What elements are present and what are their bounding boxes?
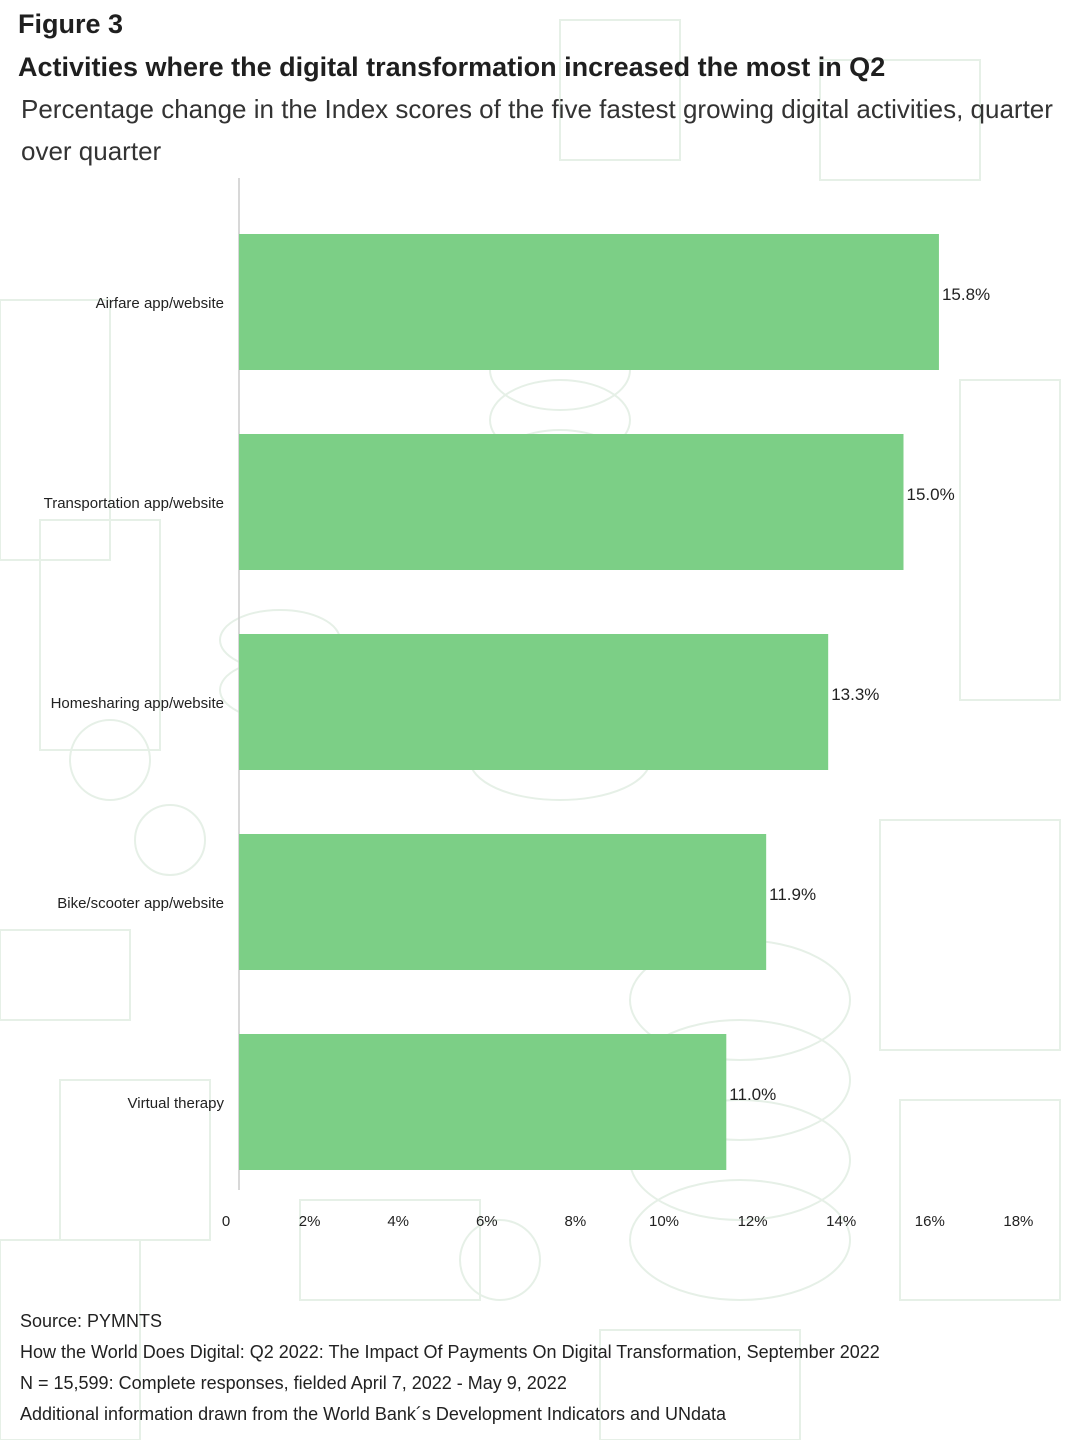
x-tick-label: 14% [826,1213,856,1230]
data-label: 11.0% [729,1085,776,1104]
bar [239,634,829,770]
bar [239,834,767,970]
x-tick-label: 18% [1003,1213,1033,1230]
bar [239,434,904,570]
x-tick-label: 10% [649,1213,679,1230]
x-tick-label: 8% [565,1213,587,1230]
footer-sample: N = 15,599: Complete responses, fielded … [20,1373,567,1393]
x-tick-label: 0 [222,1213,230,1230]
chart-subtitle: Percentage change in the Index scores of… [21,94,1053,166]
category-label: Homesharing app/website [51,695,224,712]
chart-header: Figure 3 Activities where the digital tr… [18,6,1058,172]
bar [239,1034,727,1170]
category-label: Transportation app/website [44,495,224,512]
footer-report: How the World Does Digital: Q2 2022: The… [20,1342,880,1362]
chart-title: Activities where the digital transformat… [18,52,886,82]
x-tick-label: 16% [915,1213,945,1230]
x-tick-label: 2% [299,1213,321,1230]
chart-footer: Source: PYMNTS How the World Does Digita… [20,1306,1050,1430]
data-label: 15.8% [942,285,990,304]
data-label: 15.0% [907,485,955,504]
x-tick-label: 4% [387,1213,409,1230]
x-tick-label: 6% [476,1213,498,1230]
category-label: Airfare app/website [96,295,224,312]
footer-additional: Additional information drawn from the Wo… [20,1404,727,1424]
data-label: 13.3% [831,685,879,704]
figure-label: Figure 3 [18,9,124,39]
category-label: Bike/scooter app/website [57,895,224,912]
data-label: 11.9% [769,885,816,904]
category-label: Virtual therapy [128,1095,225,1112]
footer-source: Source: PYMNTS [20,1311,163,1331]
bar [239,234,939,370]
x-tick-label: 12% [738,1213,768,1230]
